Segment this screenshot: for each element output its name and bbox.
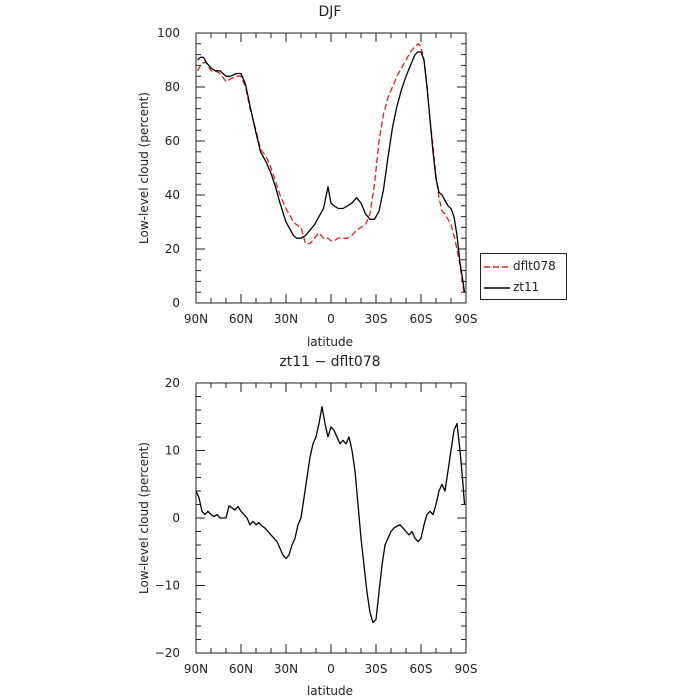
tick-labels: 90N 60N 30N 0 30S 60S 90S −20 −10 0 10 20 <box>155 376 478 676</box>
legend: dflt078 zt11 <box>480 253 567 300</box>
x-tick-label: 30S <box>365 312 388 326</box>
x-tick-label: 60N <box>229 312 253 326</box>
y-tick-label: 0 <box>172 296 180 310</box>
x-tick-label: 60S <box>410 312 433 326</box>
x-axis-label: latitude <box>307 335 353 349</box>
y-tick-label: 60 <box>165 134 180 148</box>
y-tick-label: 80 <box>165 80 180 94</box>
tick-labels: 90N 60N 30N 0 30S 60S 90S 0 20 40 60 80 100 <box>157 26 477 326</box>
legend-swatch-solid <box>484 287 510 289</box>
y-axis-label: Low-level cloud (percent) <box>137 442 151 594</box>
y-tick-label: 20 <box>165 376 180 390</box>
x-tick-label: 30N <box>274 662 298 676</box>
series-line-difference <box>195 405 466 624</box>
axis-ticks <box>195 32 467 304</box>
x-tick-label: 60N <box>229 662 253 676</box>
x-tick-label: 90S <box>455 662 478 676</box>
axis-ticks <box>195 382 467 654</box>
y-tick-label: 40 <box>165 188 180 202</box>
x-tick-label: 0 <box>327 662 335 676</box>
chart-title: DJF <box>319 4 342 20</box>
legend-label: zt11 <box>513 280 540 294</box>
y-axis-label: Low-level cloud (percent) <box>137 92 151 244</box>
series-line-zt11 <box>197 51 466 293</box>
x-tick-label: 90S <box>455 312 478 326</box>
series-lines <box>196 43 466 296</box>
series-line-dflt078 <box>196 43 466 296</box>
legend-label: dflt078 <box>513 259 556 273</box>
y-tick-label: −10 <box>155 579 180 593</box>
legend-item-zt11: zt11 <box>481 278 566 298</box>
x-tick-label: 60S <box>410 662 433 676</box>
difference-panel: zt11 − dflt078 90N 60N 30N 0 30S 60S 90S −20 −10… <box>137 354 477 698</box>
legend-item-dflt078: dflt078 <box>481 257 566 277</box>
x-axis-label: latitude <box>307 684 353 698</box>
y-tick-label: 20 <box>165 242 180 256</box>
x-tick-label: 0 <box>327 312 335 326</box>
y-tick-label: 10 <box>165 444 180 458</box>
djf-panel: DJF 90N 60N 30N 0 30S 60S 90S 0 20 40 60 80 100 lati… <box>137 4 477 349</box>
x-tick-label: 90N <box>184 312 208 326</box>
series-lines <box>195 405 466 624</box>
y-tick-label: 0 <box>172 511 180 525</box>
x-tick-label: 90N <box>184 662 208 676</box>
legend-swatch-dashed <box>484 266 510 268</box>
x-tick-label: 30S <box>365 662 388 676</box>
y-tick-label: 100 <box>157 26 180 40</box>
x-tick-label: 30N <box>274 312 298 326</box>
chart-title: zt11 − dflt078 <box>279 354 380 370</box>
y-tick-label: −20 <box>155 646 180 660</box>
